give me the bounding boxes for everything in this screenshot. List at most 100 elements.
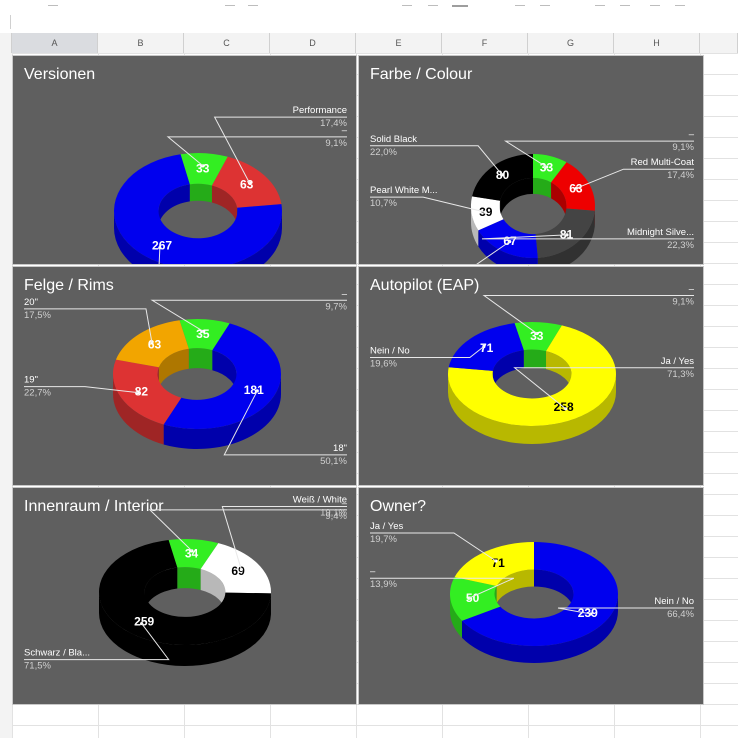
- pie-top-group: [450, 542, 618, 646]
- pie-slice[interactable]: [533, 154, 567, 183]
- column-header-d[interactable]: D: [270, 33, 356, 53]
- toolbar-icon[interactable]: [402, 1, 412, 6]
- pie-slice-inner-side: [546, 351, 572, 392]
- slice-category-label: Nein / No: [654, 596, 694, 607]
- pie-slice[interactable]: [99, 539, 271, 645]
- slice-percent-label: 19,7%: [370, 534, 397, 545]
- slice-value-label: 267: [152, 239, 172, 253]
- toolbar-icon[interactable]: [620, 1, 630, 6]
- pie-chart-svg: 34 69 259 – 9,4% Weiß / White 19,1% Schwarz / B…: [24, 495, 348, 672]
- leader-line: [576, 168, 694, 189]
- slice-value-label: 259: [134, 615, 154, 629]
- column-header-corner[interactable]: [0, 33, 12, 53]
- pie-side-band-group: [99, 592, 271, 667]
- slice-value-label: 33: [196, 161, 210, 175]
- pie-slice[interactable]: [450, 577, 501, 621]
- slice-category-label: –: [342, 125, 348, 136]
- pie-side-band-group: [113, 374, 281, 449]
- pie-slice[interactable]: [112, 359, 182, 425]
- pie-slice[interactable]: [168, 539, 219, 570]
- pie-hole-band-group: [158, 183, 238, 228]
- leader-line: [482, 295, 694, 334]
- slice-value-label: 82: [135, 385, 149, 399]
- column-header-e[interactable]: E: [356, 33, 442, 53]
- chart-autopilot-eap[interactable]: Autopilot (EAP) 33 258 71–9,1% Ja / Yes 71,3…: [358, 266, 704, 486]
- toolbar-icon[interactable]: [48, 1, 58, 6]
- toolbar-icon[interactable]: [225, 1, 235, 6]
- toolbar-icon[interactable]: [428, 1, 438, 6]
- leader-dot: [158, 246, 162, 250]
- pie-slice[interactable]: [514, 322, 562, 352]
- slice-percent-label: 9,1%: [325, 138, 347, 149]
- toolbar-icon[interactable]: [675, 1, 685, 6]
- slice-category-label: Schwarz / Bla...: [24, 648, 90, 659]
- leader-dot: [136, 391, 140, 395]
- pie-slice[interactable]: [472, 154, 533, 201]
- slice-category-label: –: [342, 288, 348, 299]
- pie-slice[interactable]: [471, 196, 504, 231]
- leader-line: [24, 623, 170, 661]
- column-header-g[interactable]: G: [528, 33, 614, 53]
- pie-slice[interactable]: [179, 319, 230, 351]
- leader-line: [370, 346, 485, 358]
- pie-top-group: [113, 153, 282, 265]
- leader-line: [513, 367, 694, 410]
- leader-line: [481, 234, 694, 240]
- pie-slice-side: [113, 374, 164, 445]
- leader-dot: [589, 612, 593, 616]
- column-header-f[interactable]: F: [442, 33, 528, 53]
- slice-percent-label: 9,7%: [325, 301, 347, 312]
- chart-title: Owner?: [370, 498, 427, 515]
- slice-category-label: Performance: [293, 105, 347, 116]
- pie-slice-side: [461, 594, 618, 663]
- slice-category-label: –: [689, 129, 695, 140]
- chart-versionen[interactable]: Versionen 3363267–9,1%Performance17,4%LR…: [12, 55, 357, 265]
- pie-slice[interactable]: [454, 542, 534, 587]
- slice-value-label: 71: [491, 556, 505, 570]
- formula-bar[interactable]: [0, 11, 738, 34]
- pie-slice[interactable]: [180, 153, 228, 186]
- pie-slice[interactable]: [113, 154, 282, 265]
- toolbar-icon[interactable]: [650, 1, 660, 6]
- chart-title: Felge / Rims: [24, 277, 114, 294]
- toolbar-icon[interactable]: [452, 1, 468, 7]
- slice-percent-label: 19,1%: [320, 508, 347, 519]
- pie-slice[interactable]: [535, 208, 595, 258]
- slice-percent-label: 22,7%: [24, 388, 51, 399]
- pie-slice-inner-side: [158, 348, 189, 388]
- toolbar-icon[interactable]: [515, 1, 525, 6]
- slice-percent-label: 19,6%: [370, 358, 397, 369]
- leader-dot: [565, 233, 569, 237]
- toolbar-icon[interactable]: [595, 1, 605, 6]
- chart-farbe-colour[interactable]: Farbe / Colour 336381673980–9,1%Red Mult…: [358, 55, 704, 265]
- pie-slice[interactable]: [448, 323, 524, 371]
- pie-top-group: [448, 322, 616, 427]
- slice-percent-label: 10,7%: [370, 198, 397, 209]
- column-header-c[interactable]: C: [184, 33, 270, 53]
- pie-slice[interactable]: [200, 543, 271, 594]
- pie-slice[interactable]: [551, 162, 595, 211]
- leader-line: [476, 241, 511, 264]
- leader-line: [370, 196, 486, 213]
- pie-slice[interactable]: [461, 542, 618, 646]
- column-header-a[interactable]: A: [12, 33, 98, 53]
- slice-category-label: Weiß / White: [293, 495, 347, 506]
- pie-side-band-group: [114, 211, 282, 264]
- slice-value-label: 34: [185, 546, 199, 560]
- column-header-b[interactable]: B: [98, 33, 184, 53]
- pie-slice[interactable]: [211, 156, 282, 208]
- column-header-blank[interactable]: [700, 33, 738, 53]
- chart-felge-rims[interactable]: Felge / Rims 35 181 82 63 – 9,7% 18" 50,1% 19" 22…: [12, 266, 357, 486]
- toolbar-icon[interactable]: [248, 1, 258, 6]
- pie-slice-inner-side: [189, 183, 212, 203]
- chart-innenraum-interior[interactable]: Innenraum / Interior 34 69 259 – 9,4% Weiß / …: [12, 487, 357, 705]
- toolbar-icon[interactable]: [540, 1, 550, 6]
- pie-slice-inner-side: [533, 177, 552, 199]
- pie-side-band-group: [471, 206, 595, 264]
- slice-value-label: 35: [196, 327, 210, 341]
- column-header-h[interactable]: H: [614, 33, 700, 53]
- leader-line: [557, 607, 694, 615]
- chart-owner[interactable]: Owner? 239 50 71 Nein / No 66,4% –13,9% Ja / Y…: [358, 487, 704, 705]
- pie-slice[interactable]: [448, 325, 616, 427]
